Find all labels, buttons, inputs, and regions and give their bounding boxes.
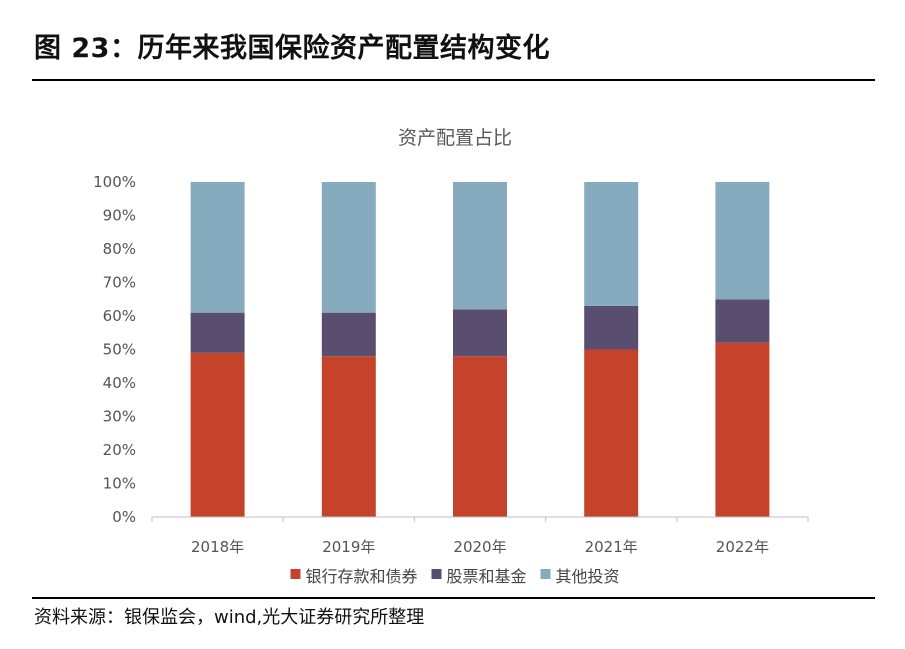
- y-tick-label: 30%: [103, 408, 136, 426]
- legend-label: 银行存款和债券: [305, 567, 417, 586]
- bar-segment: [321, 356, 376, 517]
- x-tick-label: 2022年: [716, 538, 769, 556]
- bar-segment: [190, 312, 245, 353]
- y-tick-label: 60%: [103, 307, 136, 325]
- stacked-bar-chart: 资产配置占比 0% 10% 20% 30% 40% 50% 60% 70% 80% 90% 100%…: [93, 127, 809, 586]
- bar-segment: [584, 349, 639, 517]
- bar-segment: [584, 182, 639, 306]
- legend: 银行存款和债券 股票和基金 其他投资: [290, 567, 620, 586]
- y-tick-label: 70%: [103, 274, 136, 292]
- legend-swatch: [290, 569, 301, 579]
- bottom-rule: [32, 597, 875, 599]
- x-tick-label: 2020年: [453, 538, 506, 556]
- x-tick-label: 2018年: [191, 538, 244, 556]
- y-tick-label: 0%: [112, 508, 136, 526]
- legend-swatch: [431, 569, 442, 579]
- bar-segment: [321, 182, 376, 313]
- chart-title: 资产配置占比: [398, 127, 512, 149]
- x-tick-label: 2021年: [585, 538, 638, 556]
- y-tick-label: 100%: [93, 173, 136, 191]
- bar-segment: [190, 352, 245, 517]
- x-axis: 2018年 2019年 2020年 2021年 2022年: [151, 516, 809, 556]
- y-tick-label: 20%: [103, 441, 136, 459]
- legend-swatch: [540, 569, 551, 579]
- top-rule: [32, 79, 875, 81]
- y-tick-label: 80%: [103, 240, 136, 258]
- figure-title: 图 23：历年来我国保险资产配置结构变化: [34, 33, 550, 64]
- y-tick-label: 50%: [103, 341, 136, 359]
- bar-segment: [190, 182, 245, 313]
- y-tick-label: 10%: [103, 475, 136, 493]
- legend-label: 股票和基金: [446, 567, 526, 586]
- bar-segment: [584, 305, 639, 350]
- y-tick-label: 40%: [103, 374, 136, 392]
- y-tick-label: 90%: [103, 207, 136, 225]
- bar-segment: [715, 182, 770, 300]
- bar-segment: [321, 312, 376, 357]
- source-note: 资料来源：银保监会，wind,光大证券研究所整理: [34, 607, 425, 628]
- bars: [190, 182, 770, 517]
- legend-label: 其他投资: [556, 567, 620, 586]
- bar-segment: [715, 299, 770, 343]
- bar-segment: [453, 309, 507, 357]
- x-tick-label: 2019年: [322, 538, 375, 556]
- bar-segment: [453, 356, 507, 517]
- bar-segment: [715, 342, 770, 517]
- y-axis: 0% 10% 20% 30% 40% 50% 60% 70% 80% 90% 100%: [93, 173, 136, 526]
- bar-segment: [453, 182, 507, 310]
